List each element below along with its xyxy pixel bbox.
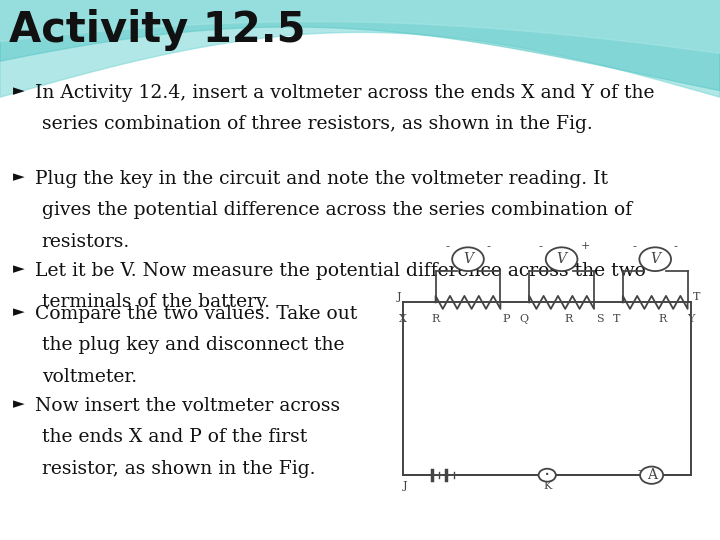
Text: ►: ► — [13, 84, 24, 98]
Text: Now insert the voltmeter across: Now insert the voltmeter across — [35, 397, 340, 415]
Text: gives the potential difference across the series combination of: gives the potential difference across th… — [42, 201, 632, 219]
Text: ►: ► — [13, 262, 24, 276]
Text: V: V — [463, 252, 473, 266]
Text: Q: Q — [519, 314, 528, 325]
Circle shape — [546, 247, 577, 271]
Text: A: A — [647, 468, 657, 482]
Text: +: + — [580, 241, 590, 252]
Text: V: V — [650, 252, 660, 266]
Text: S: S — [596, 314, 603, 325]
Text: Let it be V. Now measure the potential difference across the two: Let it be V. Now measure the potential d… — [35, 262, 645, 280]
Text: resistors.: resistors. — [42, 233, 130, 251]
Text: -: - — [539, 241, 543, 252]
Circle shape — [639, 247, 671, 271]
Text: series combination of three resistors, as shown in the Fig.: series combination of three resistors, a… — [42, 115, 593, 133]
Text: K: K — [543, 481, 552, 491]
Text: Plug the key in the circuit and note the voltmeter reading. It: Plug the key in the circuit and note the… — [35, 170, 608, 188]
Circle shape — [452, 247, 484, 271]
Text: J: J — [403, 481, 408, 491]
Text: X: X — [400, 314, 407, 325]
Text: -: - — [632, 241, 636, 252]
Circle shape — [539, 469, 556, 482]
Text: T: T — [613, 314, 621, 325]
Text: T: T — [693, 292, 700, 302]
Text: Y: Y — [688, 314, 695, 325]
Text: V: V — [557, 252, 567, 266]
Text: In Activity 12.4, insert a voltmeter across the ends X and Y of the: In Activity 12.4, insert a voltmeter acr… — [35, 84, 654, 102]
Text: ·: · — [544, 465, 550, 485]
Text: J: J — [397, 292, 402, 302]
Text: -: - — [445, 241, 449, 252]
Text: R: R — [431, 314, 440, 325]
Text: the plug key and disconnect the: the plug key and disconnect the — [42, 336, 344, 354]
Text: -: - — [674, 241, 678, 252]
Text: R: R — [564, 314, 573, 325]
Text: ►: ► — [13, 305, 24, 319]
Circle shape — [640, 467, 663, 484]
Text: ►: ► — [13, 170, 24, 184]
Text: ►: ► — [13, 397, 24, 411]
Text: R: R — [658, 314, 667, 325]
Text: Compare the two values. Take out: Compare the two values. Take out — [35, 305, 357, 323]
Text: voltmeter.: voltmeter. — [42, 368, 137, 386]
Text: -: - — [637, 465, 642, 475]
Text: terminals of the battery.: terminals of the battery. — [42, 293, 270, 311]
Text: the ends X and P of the first: the ends X and P of the first — [42, 428, 307, 446]
Text: resistor, as shown in the Fig.: resistor, as shown in the Fig. — [42, 460, 315, 477]
Text: Activity 12.5: Activity 12.5 — [9, 9, 305, 51]
Text: -: - — [487, 241, 491, 252]
Text: P: P — [503, 314, 510, 325]
